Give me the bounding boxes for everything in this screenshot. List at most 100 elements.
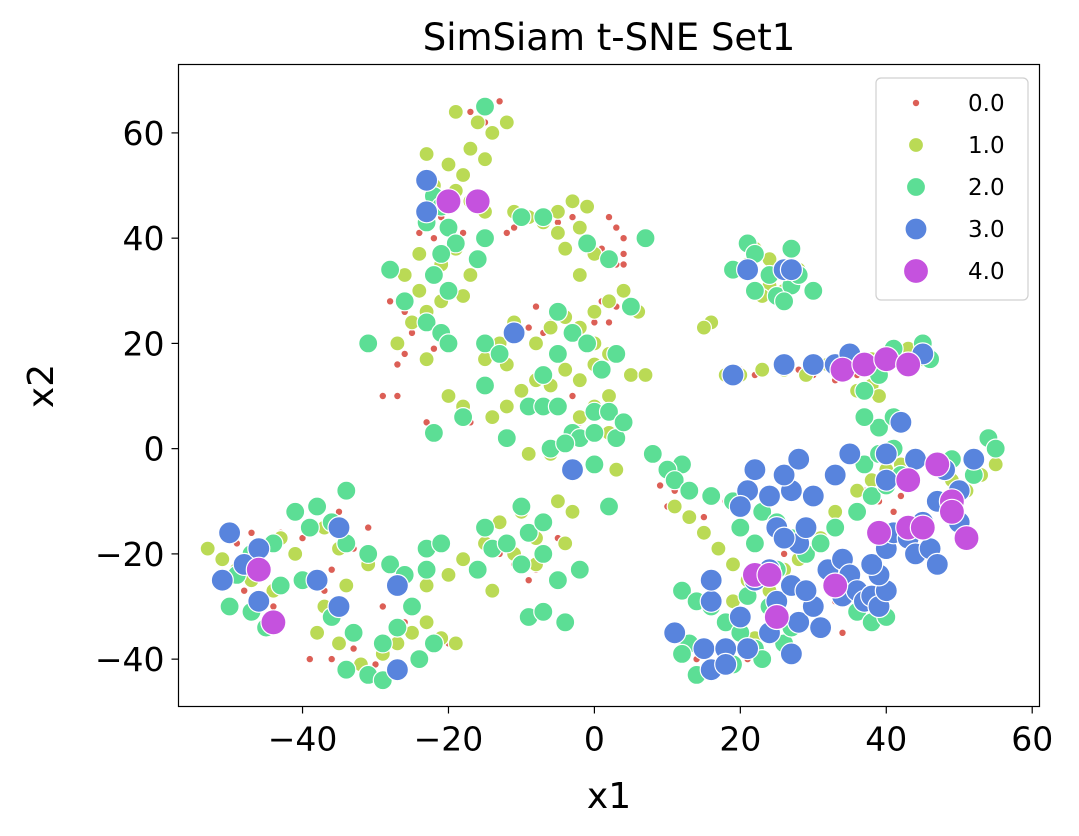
y-tick-label: 60 <box>123 114 165 153</box>
legend-marker-0.0 <box>912 99 920 107</box>
point-class-2.0-65 <box>358 543 379 565</box>
point-class-2.0-84 <box>496 533 517 554</box>
point-class-0.0-17 <box>619 260 628 269</box>
point-class-3.0-65 <box>757 484 782 508</box>
point-class-2.0-20 <box>423 422 444 443</box>
y-tick-label: −40 <box>95 640 165 679</box>
point-class-1.0-105 <box>681 508 698 526</box>
point-class-2.0-130 <box>671 643 693 665</box>
point-class-2.0-107 <box>810 533 831 554</box>
legend-label-0.0: 0.0 <box>968 91 1005 117</box>
point-class-2.0-120 <box>868 417 890 438</box>
legend-marker-2.0 <box>905 176 927 198</box>
point-class-4.0-2 <box>245 556 272 583</box>
point-class-2.0-97 <box>664 470 685 491</box>
legend: 0.0 1.0 2.0 3.0 4.0 <box>875 77 1029 301</box>
point-class-1.0-66 <box>608 461 625 478</box>
point-class-1.0-4 <box>462 140 479 157</box>
point-class-0.0-49 <box>327 655 336 663</box>
point-class-1.0-82 <box>330 635 348 652</box>
point-class-0.0-5 <box>495 97 504 106</box>
point-class-2.0-13 <box>416 312 437 333</box>
point-class-1.0-87 <box>418 614 435 631</box>
point-class-1.0-98 <box>564 503 581 520</box>
point-class-1.0-108 <box>724 556 742 573</box>
point-class-2.0-94 <box>555 612 576 633</box>
point-class-2.0-59 <box>299 517 320 538</box>
point-class-2.0-32 <box>533 364 554 386</box>
point-class-2.0-16 <box>474 333 496 354</box>
legend-label-1.0: 1.0 <box>968 133 1005 159</box>
point-class-3.0-8 <box>247 589 271 613</box>
point-class-2.0-29 <box>562 322 583 343</box>
legend-marker-3.0 <box>904 217 928 241</box>
point-class-2.0-142 <box>744 280 766 301</box>
point-class-2.0-86 <box>518 522 539 543</box>
point-class-2.0-91 <box>569 559 590 580</box>
point-class-4.0-19 <box>953 524 980 552</box>
point-class-0.0-32 <box>430 344 438 353</box>
point-class-1.0-26 <box>411 282 428 299</box>
point-class-2.0-99 <box>701 485 722 507</box>
point-class-0.0-35 <box>422 418 431 427</box>
point-class-4.0-5 <box>756 561 783 589</box>
point-class-3.0-22 <box>728 605 752 629</box>
data-points <box>199 96 1006 691</box>
point-class-2.0-82 <box>474 517 496 538</box>
point-class-3.0-21 <box>735 636 760 661</box>
point-class-2.0-26 <box>635 228 656 249</box>
point-class-0.0-30 <box>400 350 409 358</box>
point-class-0.0-13 <box>619 234 628 242</box>
point-class-0.0-46 <box>378 602 387 611</box>
point-class-3.0-2 <box>502 321 526 345</box>
point-class-1.0-0 <box>447 103 464 121</box>
point-class-2.0-49 <box>642 443 663 464</box>
point-class-2.0-17 <box>489 343 510 364</box>
point-class-4.0-1 <box>464 188 491 215</box>
point-class-2.0-148 <box>781 238 802 259</box>
point-class-1.0-3 <box>498 114 515 131</box>
point-class-2.0-6 <box>423 264 444 286</box>
point-class-3.0-75 <box>779 258 804 282</box>
point-class-2.0-21 <box>358 333 379 354</box>
point-class-1.0-91 <box>440 566 457 584</box>
point-class-2.0-122 <box>854 407 875 428</box>
point-class-0.0-92 <box>240 586 248 595</box>
point-class-3.0-27 <box>779 642 804 666</box>
point-class-0.0-50 <box>349 644 358 653</box>
point-class-0.0-65 <box>700 513 708 521</box>
point-class-0.0-31 <box>393 360 402 369</box>
point-class-3.0-76 <box>721 363 745 387</box>
point-class-2.0-88 <box>533 543 554 565</box>
point-class-2.0-145 <box>773 291 795 312</box>
point-class-2.0-73 <box>372 633 393 654</box>
point-class-3.0-6 <box>247 536 271 561</box>
point-class-2.0-27 <box>598 249 620 270</box>
point-class-2.0-157 <box>985 438 1006 459</box>
point-class-1.0-128 <box>987 456 1004 473</box>
point-class-2.0-108 <box>825 517 846 538</box>
point-class-1.0-74 <box>287 545 304 563</box>
point-class-4.0-3 <box>260 609 287 636</box>
point-class-2.0-66 <box>380 554 401 575</box>
point-class-3.0-71 <box>772 526 796 550</box>
point-class-1.0-62 <box>600 387 618 405</box>
point-class-3.0-67 <box>743 458 767 482</box>
point-class-2.0-109 <box>846 501 868 522</box>
point-class-1.0-57 <box>600 293 618 310</box>
legend-marker-1.0 <box>907 136 925 154</box>
point-class-2.0-8 <box>467 249 488 270</box>
point-class-0.0-96 <box>247 528 256 537</box>
point-class-3.0-17 <box>692 636 716 661</box>
point-class-2.0-93 <box>533 601 554 622</box>
point-class-0.0-77 <box>889 507 898 516</box>
point-class-1.0-22 <box>571 266 588 284</box>
point-class-4.0-14 <box>909 514 936 541</box>
point-class-1.0-79 <box>338 577 355 594</box>
point-class-4.0-8 <box>829 356 856 383</box>
point-class-4.0-10 <box>873 346 900 373</box>
point-class-3.0-43 <box>860 552 884 577</box>
x-tick-label: 0 <box>584 720 605 759</box>
point-class-2.0-31 <box>547 343 569 364</box>
point-class-3.0-83 <box>962 447 986 471</box>
